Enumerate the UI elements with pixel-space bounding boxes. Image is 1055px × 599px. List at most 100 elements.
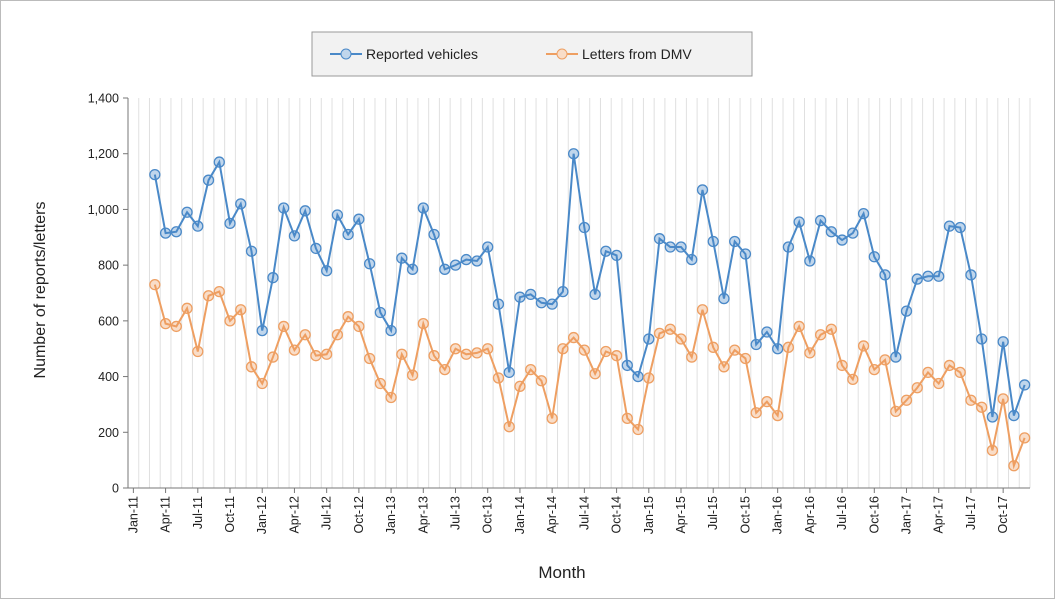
data-point — [567, 331, 580, 344]
data-point — [729, 344, 741, 356]
data-point — [567, 148, 580, 160]
data-point — [439, 363, 451, 376]
data-point — [943, 359, 956, 372]
data-point — [428, 228, 440, 241]
data-point — [965, 394, 977, 406]
data-point — [374, 377, 386, 390]
data-point — [836, 359, 848, 372]
data-point — [847, 373, 859, 386]
data-point — [750, 338, 762, 351]
data-point — [814, 214, 827, 227]
x-tick-label: Jul-15 — [706, 496, 720, 530]
data-point — [610, 350, 623, 362]
data-point — [782, 241, 795, 253]
data-point — [342, 228, 354, 241]
data-point — [546, 298, 558, 310]
data-point — [686, 253, 698, 266]
data-point — [804, 347, 816, 359]
data-point — [986, 411, 999, 423]
data-point — [535, 375, 548, 387]
data-point — [653, 233, 666, 245]
data-point — [353, 213, 365, 225]
legend-label: Reported vehicles — [366, 46, 478, 62]
data-point — [278, 320, 290, 333]
data-point — [793, 216, 805, 228]
data-point — [997, 336, 1009, 348]
data-point — [933, 270, 945, 282]
data-point — [353, 320, 365, 333]
data-point — [1008, 409, 1020, 422]
x-tick-label: Jul-12 — [320, 496, 334, 530]
data-point — [406, 263, 419, 275]
legend-marker — [557, 49, 567, 59]
data-point — [933, 377, 945, 390]
data-point — [675, 333, 687, 345]
data-point — [535, 297, 548, 309]
y-tick-label: 1,200 — [88, 147, 119, 161]
data-point — [342, 311, 354, 323]
data-point — [514, 380, 526, 392]
data-point — [954, 366, 966, 379]
x-tick-label: Oct-14 — [610, 496, 624, 534]
data-point — [503, 366, 515, 379]
data-point — [600, 345, 612, 358]
x-tick-label: Oct-11 — [223, 496, 237, 533]
data-point — [460, 253, 472, 266]
legend-box — [311, 31, 753, 77]
data-point — [578, 221, 591, 234]
x-tick-label: Oct-15 — [738, 496, 752, 534]
data-point — [600, 245, 612, 257]
data-point — [986, 444, 999, 457]
y-tick-label: 0 — [112, 482, 119, 496]
y-axis-title: Number of reports/letters — [32, 202, 49, 379]
data-point — [632, 370, 644, 383]
data-point — [224, 217, 236, 230]
data-point — [739, 248, 752, 260]
data-point — [804, 255, 816, 267]
x-tick-label: Jan-11 — [126, 496, 140, 533]
data-point — [868, 363, 880, 376]
data-point — [460, 348, 472, 360]
data-point — [857, 340, 870, 352]
y-tick-label: 800 — [98, 259, 119, 273]
data-point — [181, 302, 193, 314]
data-point — [278, 202, 290, 214]
data-point — [782, 341, 795, 353]
data-point — [911, 273, 923, 285]
data-point — [321, 348, 333, 360]
x-tick-label: Apr-12 — [287, 496, 301, 534]
data-point — [267, 351, 279, 363]
series-line — [153, 284, 1026, 470]
x-tick-label: Jan-13 — [384, 496, 398, 534]
data-point — [900, 394, 913, 406]
data-point — [943, 220, 956, 232]
data-point — [299, 329, 311, 341]
data-point — [686, 351, 698, 363]
data-point — [385, 391, 397, 404]
x-tick-label: Jul-14 — [577, 496, 591, 530]
data-point — [814, 329, 827, 341]
data-point — [976, 401, 988, 413]
x-tick-label: Oct-16 — [867, 496, 881, 534]
x-tick-label: Jul-17 — [964, 496, 978, 530]
data-point — [890, 351, 902, 363]
data-point — [449, 259, 462, 271]
data-point — [707, 341, 719, 353]
data-point — [750, 407, 762, 419]
data-point — [825, 323, 837, 335]
data-point — [288, 230, 301, 242]
data-point — [310, 350, 322, 362]
data-point — [525, 288, 537, 301]
data-point — [847, 227, 859, 239]
data-point — [428, 350, 440, 362]
data-point — [879, 269, 891, 281]
data-point — [772, 409, 784, 422]
x-tick-label: Apr-13 — [416, 496, 430, 534]
data-point — [192, 220, 204, 232]
x-tick-label: Jan-12 — [255, 496, 269, 534]
data-point — [235, 198, 247, 210]
data-point — [288, 344, 301, 356]
data-point — [202, 174, 215, 186]
